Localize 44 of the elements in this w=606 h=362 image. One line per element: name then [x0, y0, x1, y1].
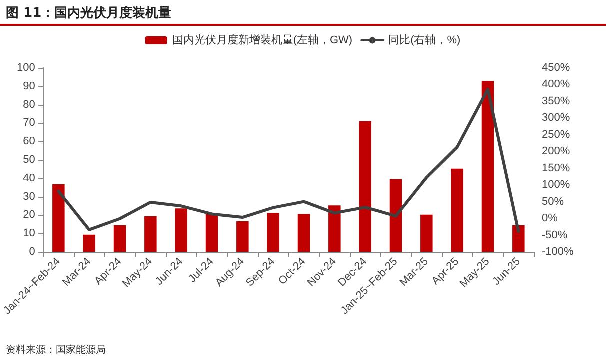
y-tick-label: 40	[23, 172, 36, 184]
y2-tick-label: -50%	[542, 229, 568, 242]
y-tick-label: 20	[23, 209, 36, 222]
bar	[267, 213, 280, 252]
y2-tick-label: 0%	[542, 212, 558, 225]
legend-label: 同比(右轴，%)	[388, 34, 461, 46]
bar	[236, 221, 249, 252]
y2-tick-label: 100%	[542, 179, 570, 192]
y2-tick-label: -100%	[542, 246, 574, 258]
bar	[114, 226, 126, 252]
bar	[359, 121, 372, 252]
y-tick-label: 60	[23, 136, 36, 148]
line-series	[57, 88, 520, 234]
bar	[328, 206, 341, 252]
bar	[390, 179, 402, 252]
text: 资料来源：国家能源局	[6, 344, 106, 357]
y2-tick-label: 450%	[542, 62, 570, 74]
bar	[206, 213, 218, 252]
bar	[144, 216, 157, 252]
y2-tick-label: 350%	[542, 95, 570, 108]
y-tick-label: 0	[29, 246, 36, 258]
bar	[83, 234, 96, 252]
bar	[420, 214, 433, 252]
y-tick-label: 100	[16, 62, 36, 74]
y-tick-label: 10	[23, 228, 36, 240]
bar	[482, 81, 494, 252]
y-tick-label: 90	[23, 80, 36, 92]
bar	[451, 168, 464, 252]
y2-tick-label: 250%	[542, 128, 570, 141]
y2-tick-label: 150%	[542, 162, 570, 174]
y-tick-label: 70	[23, 117, 36, 130]
bar	[298, 214, 310, 252]
y-tick-label: 50	[23, 154, 36, 166]
y-tick-label: 80	[23, 98, 36, 111]
y2-tick-label: 400%	[542, 78, 570, 91]
chart-title: 图 11：国内光伏月度装机量	[6, 4, 172, 22]
y2-tick-label: 200%	[542, 146, 570, 158]
y2-tick-label: 300%	[542, 112, 570, 124]
bar	[52, 184, 65, 252]
bar	[512, 226, 525, 252]
y2-tick-label: 50%	[542, 196, 564, 208]
legend-label: 国内光伏月度新增装机量(左轴，GW)	[172, 34, 353, 46]
y-tick-label: 30	[23, 190, 36, 203]
bar	[175, 208, 188, 252]
